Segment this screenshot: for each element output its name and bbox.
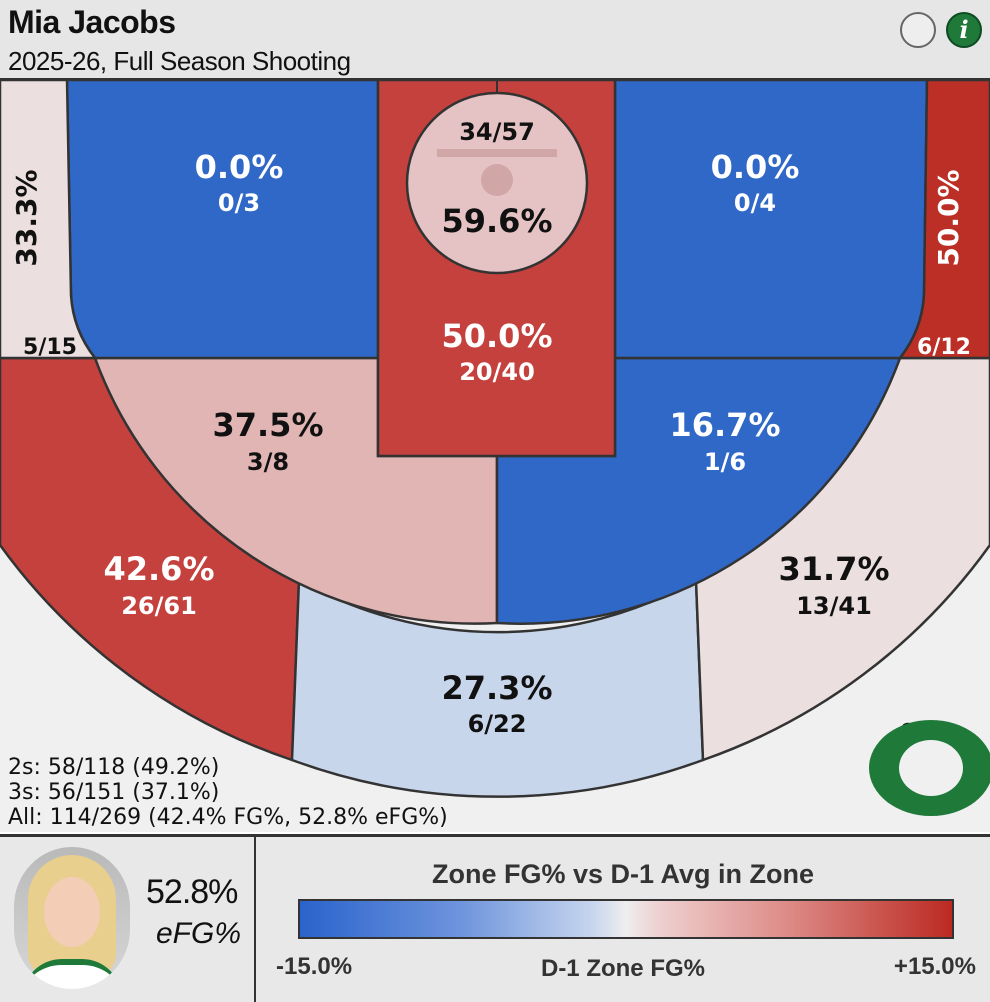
legend-title: Zone FG% vs D-1 Avg in Zone [431, 859, 815, 889]
label-pct-left-wing-three: 42.6% [103, 550, 214, 588]
label-pct-right-baseline-mid: 0.0% [711, 148, 800, 186]
zone-right-baseline-mid [613, 80, 929, 360]
label-pct-restricted-area: 59.6% [441, 202, 552, 240]
efg-label: eFG% [156, 917, 242, 950]
legend-mid-label: D-1 Zone FG% [540, 955, 705, 982]
label-pct-right-wing-three: 31.7% [778, 550, 889, 588]
legend-max-label: +15.0% [893, 953, 976, 980]
label-pct-left-baseline-mid: 0.0% [195, 148, 284, 186]
label-pct-paint: 50.0% [441, 317, 552, 355]
label-rec-top-key-three: 6/22 [468, 710, 527, 738]
label-rec-restricted-area: 34/57 [459, 118, 535, 146]
efg-value: 52.8% [146, 873, 238, 911]
legend-min-label: -15.0% [276, 953, 353, 980]
label-rec-right-wing-three: 13/41 [796, 592, 872, 620]
rim [481, 164, 513, 196]
player-name: Mia Jacobs [8, 4, 176, 40]
label-rec-right-corner-three: 6/12 [917, 335, 971, 360]
season-subtitle: 2025-26, Full Season Shooting [8, 46, 351, 76]
footer-divider [254, 837, 256, 1002]
footer: 52.8% eFG% Zone FG% vs D-1 Avg in Zone -… [0, 834, 990, 1002]
zone-right-elbow-mid [495, 356, 902, 625]
info-icon[interactable]: i [946, 12, 982, 48]
label-pct-right-corner-three: 50.0% [932, 169, 965, 266]
label-rec-paint: 20/40 [459, 358, 535, 386]
label-rec-left-elbow-mid: 3/8 [247, 448, 289, 476]
zone-left-elbow-mid [93, 356, 499, 625]
label-rec-right-baseline-mid: 0/4 [734, 189, 776, 217]
blank-circle-button[interactable] [900, 12, 936, 48]
label-pct-top-key-three: 27.3% [441, 669, 552, 707]
zone-right-corner-three [897, 80, 990, 360]
label-rec-left-corner-three: 5/15 [23, 335, 77, 360]
header: Mia Jacobs 2025-26, Full Season Shooting… [0, 0, 990, 80]
summary-twos: 2s: 58/118 (49.2%) [8, 755, 219, 780]
label-rec-right-elbow-mid: 1/6 [704, 448, 746, 476]
team-logo-icon [869, 720, 990, 816]
summary-threes: 3s: 56/151 (37.1%) [8, 780, 219, 805]
summary-all: All: 114/269 (42.4% FG%, 52.8% eFG%) [8, 805, 448, 830]
label-pct-right-elbow-mid: 16.7% [669, 406, 780, 444]
player-avatar [14, 847, 130, 989]
label-rec-left-baseline-mid: 0/3 [218, 189, 260, 217]
avatar-face [44, 877, 100, 947]
label-rec-left-wing-three: 26/61 [121, 592, 197, 620]
zone-left-baseline-mid [65, 80, 380, 360]
legend-color-bar [298, 899, 954, 939]
shot-zone-chart: 33.3% 5/15 0.0% 0/3 34/57 59.6% 50.0% 20… [0, 80, 990, 832]
label-pct-left-elbow-mid: 37.5% [212, 406, 323, 444]
zone-left-corner-three [0, 80, 98, 360]
label-pct-left-corner-three: 33.3% [10, 169, 43, 266]
